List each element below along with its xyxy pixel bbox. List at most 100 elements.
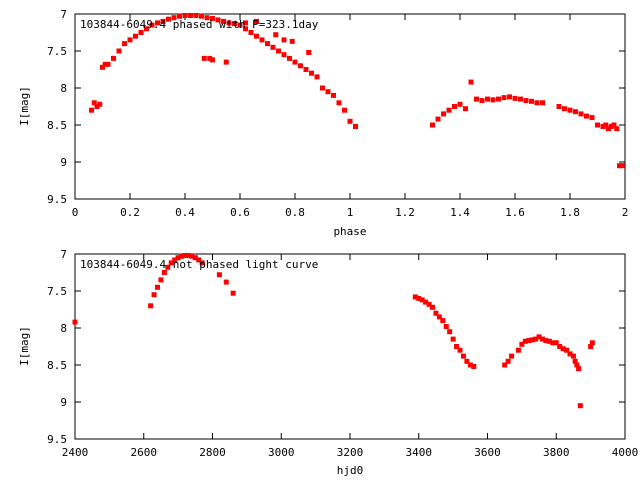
data-point-unphased: [426, 301, 432, 307]
x-tick-label-unphased: 4000: [612, 446, 639, 459]
data-point-phased: [215, 17, 221, 23]
data-point-unphased: [216, 272, 222, 278]
data-point-phased: [281, 37, 287, 43]
data-point-unphased: [454, 344, 460, 349]
x-tick-label-phased: 1.4: [450, 206, 470, 219]
data-point-unphased: [72, 319, 78, 325]
data-point-unphased: [536, 334, 542, 340]
data-point-unphased: [519, 341, 525, 347]
data-point-phased: [430, 122, 435, 128]
data-point-phased: [619, 163, 625, 169]
data-point-unphased: [436, 314, 442, 320]
data-point-unphased: [540, 336, 545, 342]
data-point-phased: [523, 98, 529, 104]
data-point-phased: [254, 33, 259, 39]
data-point-unphased: [457, 347, 463, 353]
data-point-phased: [441, 111, 446, 117]
x-axis-label-unphased: hjd0: [337, 464, 364, 477]
x-tick-label-phased: 1.2: [395, 206, 415, 219]
y-axis-label-unphased: I[mag]: [18, 326, 31, 366]
y-tick-label-unphased: 9: [60, 396, 67, 409]
data-point-phased: [226, 20, 232, 26]
x-tick-label-unphased: 3600: [474, 446, 501, 459]
data-point-unphased: [443, 324, 449, 330]
data-point-phased: [265, 41, 270, 47]
x-tick-label-phased: 1.8: [560, 206, 580, 219]
data-point-phased: [160, 18, 166, 24]
data-point-phased: [595, 122, 600, 128]
data-point-unphased: [430, 304, 435, 310]
data-point-phased: [221, 18, 226, 24]
data-point-phased: [518, 96, 523, 102]
data-point-unphased: [546, 338, 552, 344]
data-point-phased: [289, 38, 295, 44]
data-point-phased: [166, 16, 171, 22]
data-point-phased: [97, 101, 103, 107]
data-point-unphased: [230, 290, 236, 296]
x-tick-label-phased: 1: [347, 206, 354, 219]
data-point-unphased: [172, 257, 178, 263]
x-tick-label-phased: 0.2: [120, 206, 140, 219]
data-point-phased: [347, 118, 353, 124]
data-point-phased: [529, 98, 534, 104]
data-point-unphased: [158, 277, 164, 283]
x-tick-label-phased: 0.6: [230, 206, 250, 219]
y-tick-label-phased: 9.5: [47, 193, 67, 206]
data-point-unphased: [416, 295, 422, 301]
data-point-phased: [223, 59, 229, 65]
data-point-phased: [243, 26, 248, 32]
x-tick-labels-unphased: 2400 2600 2800 3000 3200 3400 3600 3800 4000: [62, 446, 639, 459]
data-point-phased: [111, 55, 116, 61]
data-point-phased: [270, 44, 276, 50]
plot-title-unphased: 103844-6049.4 not phased light curve: [80, 258, 318, 271]
data-point-unphased: [419, 297, 425, 303]
data-point-phased: [155, 20, 160, 26]
data-point-phased: [201, 55, 207, 61]
data-point-phased: [303, 67, 309, 72]
data-point-phased: [435, 116, 441, 122]
data-point-phased: [94, 104, 100, 109]
data-point-phased: [353, 123, 358, 129]
data-point-phased: [144, 26, 149, 32]
data-point-unphased: [533, 336, 539, 342]
data-point-phased: [199, 13, 204, 19]
tick-marks-phased: [74, 13, 626, 200]
data-point-unphased: [423, 299, 429, 305]
data-point-phased: [232, 21, 237, 27]
data-point-unphased: [223, 279, 229, 285]
data-point-phased: [193, 12, 199, 18]
data-point-phased: [342, 107, 347, 113]
data-point-phased: [512, 95, 518, 101]
data-point-phased: [452, 104, 457, 109]
data-point-unphased: [192, 255, 198, 261]
x-tick-label-phased: 0.4: [175, 206, 195, 219]
y-tick-label-phased: 8: [60, 82, 67, 95]
y-tick-label-phased: 7: [60, 8, 67, 21]
data-point-phased: [210, 15, 215, 21]
x-tick-label-unphased: 2600: [131, 446, 158, 459]
data-point-unphased: [543, 338, 549, 344]
data-point-phased: [182, 12, 188, 18]
x-tick-label-phased: 2: [622, 206, 629, 219]
data-point-unphased: [196, 257, 202, 263]
data-point-phased: [446, 107, 452, 113]
x-tick-label-phased: 0: [72, 206, 79, 219]
data-point-phased: [567, 107, 573, 113]
x-tick-label-unphased: 3800: [543, 446, 570, 459]
data-point-phased: [276, 48, 281, 54]
data-point-unphased: [550, 340, 556, 346]
data-point-phased: [617, 163, 622, 169]
data-point-phased: [556, 104, 562, 109]
data-point-phased: [306, 49, 312, 55]
data-point-phased: [89, 107, 94, 113]
y-tick-label-phased: 9: [60, 156, 67, 169]
data-point-phased: [331, 92, 336, 98]
data-point-unphased: [572, 358, 578, 364]
data-point-phased: [496, 96, 501, 102]
data-point-unphased: [467, 362, 473, 368]
chart-unphased: 2400 2600 2800 3000 3200 3400 3600 3800 4000 7 7.…: [18, 248, 638, 477]
data-point-unphased: [447, 329, 453, 335]
data-point-phased: [614, 126, 620, 132]
data-point-phased: [127, 37, 133, 43]
